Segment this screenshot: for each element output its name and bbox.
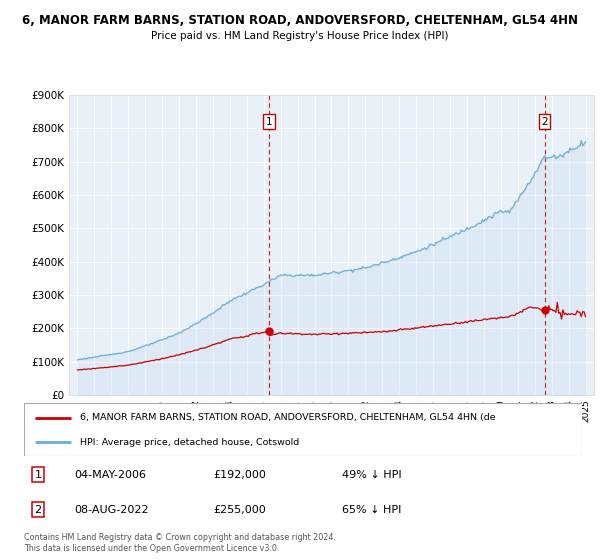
Text: 04-MAY-2006: 04-MAY-2006 <box>74 470 146 479</box>
Text: £255,000: £255,000 <box>214 505 266 515</box>
Text: 49% ↓ HPI: 49% ↓ HPI <box>342 470 401 479</box>
Text: 6, MANOR FARM BARNS, STATION ROAD, ANDOVERSFORD, CHELTENHAM, GL54 4HN (de: 6, MANOR FARM BARNS, STATION ROAD, ANDOV… <box>80 413 496 422</box>
FancyBboxPatch shape <box>24 403 582 456</box>
Text: 2: 2 <box>541 117 548 127</box>
Text: 65% ↓ HPI: 65% ↓ HPI <box>342 505 401 515</box>
Text: 1: 1 <box>266 117 272 127</box>
Text: 08-AUG-2022: 08-AUG-2022 <box>74 505 149 515</box>
Text: Price paid vs. HM Land Registry's House Price Index (HPI): Price paid vs. HM Land Registry's House … <box>151 31 449 41</box>
Text: 1: 1 <box>34 470 41 479</box>
Text: Contains HM Land Registry data © Crown copyright and database right 2024.
This d: Contains HM Land Registry data © Crown c… <box>24 533 336 553</box>
Text: HPI: Average price, detached house, Cotswold: HPI: Average price, detached house, Cots… <box>80 437 299 446</box>
Text: £192,000: £192,000 <box>214 470 266 479</box>
Text: 6, MANOR FARM BARNS, STATION ROAD, ANDOVERSFORD, CHELTENHAM, GL54 4HN: 6, MANOR FARM BARNS, STATION ROAD, ANDOV… <box>22 14 578 27</box>
Text: 2: 2 <box>34 505 41 515</box>
